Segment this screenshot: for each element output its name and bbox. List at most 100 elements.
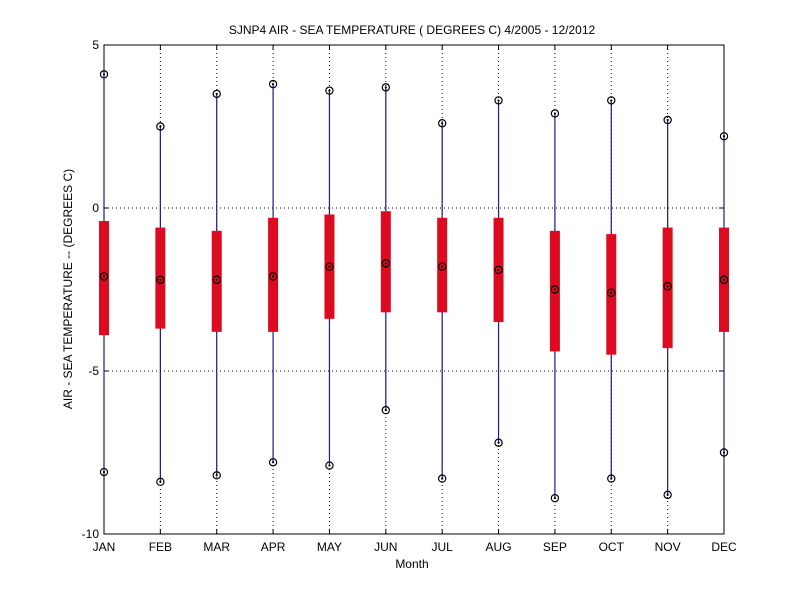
min-marker-dot (159, 480, 162, 483)
grid (103, 44, 725, 535)
max-marker-dot (384, 86, 387, 89)
median-marker-dot (102, 275, 106, 278)
box-oct (606, 96, 617, 483)
min-marker (719, 448, 729, 457)
median-marker (494, 265, 503, 275)
median-marker-dot (328, 265, 331, 268)
max-marker-dot (159, 125, 162, 128)
box-feb (155, 122, 166, 487)
max-marker-dot (215, 92, 218, 95)
box-nov (662, 115, 673, 500)
min-marker (268, 458, 278, 467)
max-marker (437, 119, 447, 128)
median-marker (156, 275, 165, 284)
x-tick-label: OCT (599, 540, 625, 554)
min-marker-dot (441, 477, 444, 480)
box-jun (380, 83, 391, 415)
box-mar (211, 89, 222, 480)
min-marker-dot (666, 493, 669, 496)
max-marker (550, 109, 560, 118)
box-jan (99, 70, 109, 477)
min-marker (381, 405, 391, 415)
max-marker-dot (271, 83, 275, 86)
x-tick-label: SEP (543, 540, 567, 554)
min-marker (437, 474, 447, 483)
max-marker (99, 70, 109, 79)
x-tick-label: APR (261, 540, 286, 554)
max-marker (268, 79, 278, 89)
max-marker (663, 115, 672, 125)
box-aug (493, 96, 504, 447)
min-marker-dot (328, 464, 331, 467)
median-marker-dot (271, 275, 275, 278)
plot-frame (103, 44, 725, 535)
median-marker (381, 259, 391, 268)
iqr-box (549, 230, 560, 352)
min-marker (607, 474, 616, 483)
chart-title: SJNP4 AIR - SEA TEMPERATURE ( DEGREES C)… (229, 23, 596, 37)
median-marker-dot (666, 285, 669, 288)
median-marker-dot (441, 265, 444, 268)
x-tick-label: AUG (486, 540, 512, 554)
x-tick-label: MAR (203, 540, 230, 554)
max-marker-dot (610, 99, 613, 102)
iqr-box (211, 230, 222, 332)
iqr-box (437, 217, 448, 313)
max-marker-dot (102, 73, 106, 76)
max-marker (212, 89, 221, 99)
median-marker (212, 275, 221, 284)
max-marker-dot (441, 122, 444, 125)
y-axis-label: AIR - SEA TEMPERATURE -- (DEGREES C) (61, 169, 75, 409)
box-dec (719, 132, 729, 457)
min-marker-dot (722, 451, 726, 454)
median-marker-dot (497, 268, 500, 272)
max-marker-dot (328, 89, 331, 92)
median-marker-dot (384, 262, 387, 265)
median-marker (550, 285, 560, 294)
min-marker (663, 490, 672, 500)
median-marker-dot (159, 278, 162, 281)
min-marker (212, 471, 221, 480)
max-marker (325, 86, 334, 95)
min-marker (494, 438, 503, 447)
min-marker-dot (610, 477, 613, 480)
min-marker-dot (215, 474, 218, 477)
x-axis-label: Month (395, 557, 428, 571)
median-marker (268, 272, 278, 281)
max-marker (381, 83, 391, 92)
iqr-box (99, 221, 109, 336)
box-apr (268, 79, 279, 467)
y-tick-label: 5 (92, 38, 99, 52)
iqr-box (268, 217, 279, 332)
median-marker (607, 288, 616, 297)
median-marker (437, 262, 447, 271)
max-marker-dot (722, 135, 726, 138)
median-marker-dot (553, 288, 557, 291)
iqr-box (662, 227, 673, 349)
x-tick-label: JUN (374, 540, 397, 554)
max-marker-dot (666, 118, 669, 122)
x-tick-label: JAN (93, 540, 116, 554)
y-tick-label: -10 (82, 527, 100, 541)
min-marker (156, 477, 165, 487)
median-marker (325, 262, 334, 271)
median-marker-dot (215, 278, 218, 281)
x-tick-label: NOV (655, 540, 681, 554)
min-marker (325, 461, 334, 470)
max-marker-dot (553, 112, 557, 115)
y-tick-label: 0 (92, 201, 99, 215)
min-marker-dot (271, 461, 275, 464)
median-marker (719, 275, 729, 284)
x-axis: JAN FEB MAR APR MAY JUN JUL AUG SEP OCT NOV DEC (93, 45, 737, 554)
box-may (324, 86, 335, 470)
box-jul (437, 119, 448, 483)
median-marker-dot (610, 291, 613, 294)
max-marker (494, 96, 503, 105)
median-marker (663, 282, 672, 291)
iqr-box (155, 227, 166, 329)
min-marker-dot (553, 497, 557, 500)
min-marker-dot (384, 409, 387, 412)
median-marker-dot (722, 278, 726, 281)
max-marker (156, 122, 165, 131)
